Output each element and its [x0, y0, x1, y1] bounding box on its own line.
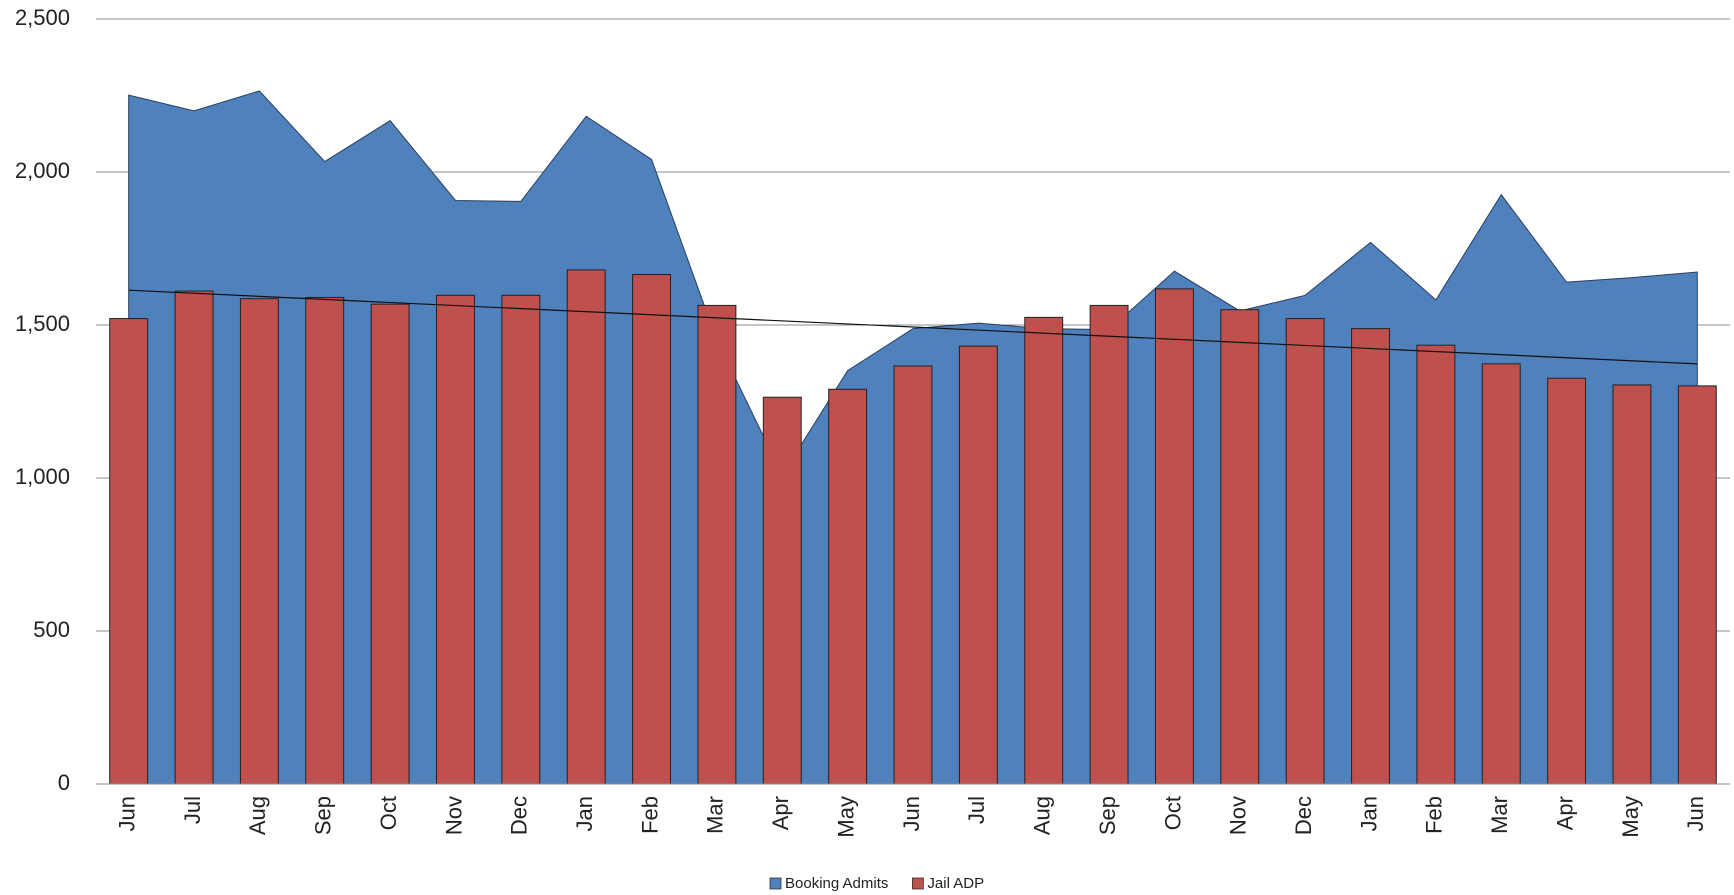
bar: [1481, 363, 1521, 785]
bar: [239, 298, 279, 785]
bar: [762, 396, 802, 785]
y-tick-label: 1,000: [15, 464, 70, 489]
bar: [1612, 384, 1652, 785]
x-tick-label: Apr: [1552, 796, 1577, 830]
x-tick-label: Jul: [964, 796, 989, 824]
y-tick-label: 0: [58, 770, 70, 795]
legend-label: Booking Admits: [785, 875, 888, 892]
x-tick-label: Aug: [245, 796, 270, 835]
legend: Booking Admits Jail ADP: [769, 875, 984, 892]
x-tick-label: Oct: [376, 796, 401, 830]
legend-label: Jail ADP: [927, 875, 984, 892]
bar: [174, 290, 214, 785]
x-tick-label: Sep: [311, 796, 336, 835]
bar: [1220, 309, 1260, 785]
bar: [305, 296, 345, 785]
legend-swatch: [911, 877, 924, 890]
bar: [697, 304, 737, 785]
bar: [958, 345, 998, 785]
bar: [893, 365, 933, 785]
x-tick-label: Feb: [1422, 796, 1447, 834]
bar: [828, 388, 868, 785]
x-tick-label: Jul: [180, 796, 205, 824]
x-tick-label: Jun: [114, 796, 139, 831]
bar: [632, 274, 672, 785]
x-tick-label: Jan: [1356, 796, 1381, 831]
y-tick-label: 500: [33, 617, 70, 642]
x-tick-label: Nov: [441, 796, 466, 835]
x-tick-label: Dec: [507, 796, 532, 835]
bar: [1024, 316, 1064, 785]
x-tick-label: Jun: [899, 796, 924, 831]
x-tick-label: Aug: [1030, 796, 1055, 835]
bar: [1547, 377, 1587, 785]
bar: [1154, 288, 1194, 785]
x-tick-label: Dec: [1291, 796, 1316, 835]
x-tick-label: Sep: [1095, 796, 1120, 835]
bar: [436, 294, 475, 785]
bar: [1285, 318, 1325, 785]
bar: [1416, 344, 1456, 785]
bar: [566, 269, 606, 785]
x-tick-label: Apr: [768, 796, 793, 830]
y-tick-label: 2,500: [15, 5, 70, 30]
legend-swatch: [769, 877, 782, 890]
bar: [1677, 385, 1717, 785]
y-tick-label: 1,500: [15, 311, 70, 336]
bar: [1351, 328, 1390, 785]
bar: [1089, 304, 1129, 785]
x-tick-label: Nov: [1226, 796, 1251, 835]
y-tick-label: 2,000: [15, 158, 70, 183]
x-tick-label: Feb: [637, 796, 662, 834]
bar: [501, 294, 541, 785]
x-tick-label: Mar: [703, 796, 728, 834]
bar: [370, 303, 410, 785]
x-tick-label: Jan: [572, 796, 597, 831]
x-tick-label: May: [833, 796, 858, 838]
x-tick-label: Jun: [1683, 796, 1708, 831]
x-tick-label: May: [1618, 796, 1643, 838]
x-tick-label: Oct: [1160, 796, 1185, 830]
trend-line: [128, 289, 1698, 365]
x-tick-label: Mar: [1487, 796, 1512, 834]
bar: [109, 318, 149, 785]
